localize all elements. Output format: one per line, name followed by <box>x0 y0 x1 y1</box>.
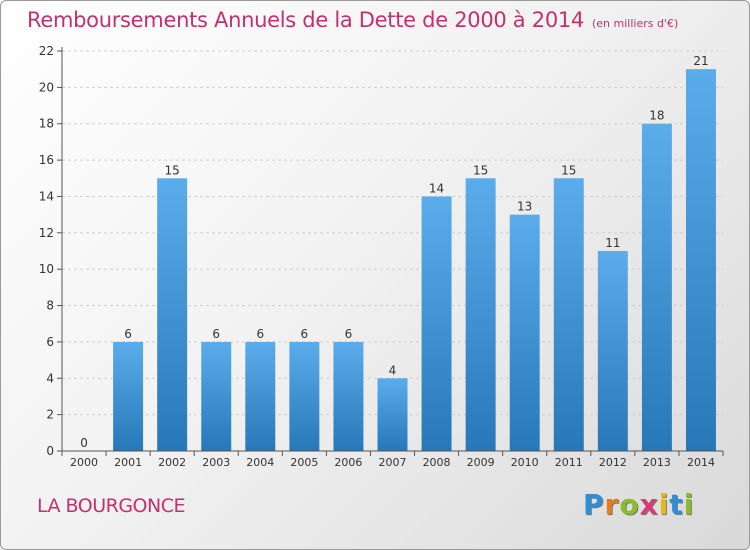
bar-2004 <box>245 341 276 451</box>
y-tick-label: 4 <box>46 371 54 385</box>
x-tick-label-2007: 2007 <box>379 456 407 469</box>
data-label-2009: 15 <box>473 163 488 177</box>
x-tick-label-2009: 2009 <box>467 456 495 469</box>
bar-2007 <box>377 378 408 451</box>
y-tick-label: 0 <box>46 444 54 458</box>
logo-letter: t <box>669 488 684 521</box>
x-tick-label-2005: 2005 <box>290 456 318 469</box>
data-label-2011: 15 <box>561 163 576 177</box>
x-axis-ticks: 2000 2001 2002 2003 2004 2005 2006 2007 2008 2009… <box>61 451 724 469</box>
data-label-2000: 0 <box>80 436 88 450</box>
data-label-2002: 15 <box>165 163 180 177</box>
proxiti-logo: Proxiti <box>583 488 693 526</box>
logo-letter: o <box>619 488 640 521</box>
x-tick-label-2006: 2006 <box>334 456 362 469</box>
data-label-2003: 6 <box>212 327 220 341</box>
y-tick-label: 18 <box>39 117 54 131</box>
data-label-2004: 6 <box>256 327 264 341</box>
y-tick-label: 2 <box>46 408 54 422</box>
y-tick-label: 14 <box>39 189 54 203</box>
y-tick-label: 22 <box>39 44 54 58</box>
x-tick-label-2003: 2003 <box>202 456 230 469</box>
data-label-2014: 21 <box>693 54 708 68</box>
data-label-2013: 18 <box>649 109 664 123</box>
bar-2012 <box>597 251 628 451</box>
data-label-2007: 4 <box>389 363 397 377</box>
y-tick-label: 6 <box>46 335 54 349</box>
y-tick-label: 10 <box>39 262 54 276</box>
data-label-2008: 14 <box>429 181 444 195</box>
data-label-2001: 6 <box>124 327 132 341</box>
data-label-2010: 13 <box>517 200 532 214</box>
logo-letter: P <box>583 488 605 521</box>
logo-letter: i <box>683 488 695 521</box>
data-label-2012: 11 <box>605 236 620 250</box>
bar-2005 <box>289 341 320 451</box>
bar-2013 <box>641 123 672 452</box>
chart-title: Remboursements Annuels de la Dette de 20… <box>27 8 678 32</box>
x-tick-label-2011: 2011 <box>555 456 583 469</box>
y-tick-label: 12 <box>39 226 54 240</box>
chart-subtitle: (en milliers d'€) <box>592 17 679 30</box>
x-tick-label-2000: 2000 <box>70 456 98 469</box>
chart-title-text: Remboursements Annuels de la Dette de 20… <box>27 8 584 32</box>
x-tick-label-2001: 2001 <box>114 456 142 469</box>
bar-2014 <box>685 69 716 451</box>
x-tick-label-2013: 2013 <box>643 456 671 469</box>
logo-letter: x <box>639 488 659 521</box>
bar-2011 <box>553 178 584 452</box>
bar-2009 <box>465 178 496 452</box>
bar-2008 <box>421 196 452 451</box>
x-tick-label-2008: 2008 <box>423 456 451 469</box>
data-label-2005: 6 <box>301 327 309 341</box>
data-label-2006: 6 <box>345 327 353 341</box>
y-tick-label: 16 <box>39 153 54 167</box>
bar-2001 <box>113 341 144 451</box>
x-tick-label-2004: 2004 <box>246 456 274 469</box>
x-tick-label-2014: 2014 <box>687 456 715 469</box>
logo-letter: r <box>604 488 620 521</box>
y-axis-ticks: 0 2 4 6 8 10 12 14 16 18 20 22 <box>39 44 62 458</box>
logo-letter: i <box>658 488 670 521</box>
axes <box>61 47 723 452</box>
bar-2010 <box>509 214 540 451</box>
x-tick-label-2010: 2010 <box>511 456 539 469</box>
x-tick-label-2012: 2012 <box>599 456 627 469</box>
bar-2006 <box>333 341 364 451</box>
x-tick-label-2002: 2002 <box>158 456 186 469</box>
commune-name: LA BOURGONCE <box>37 495 186 517</box>
y-tick-label: 20 <box>39 80 54 94</box>
y-tick-label: 8 <box>46 299 54 313</box>
bar-2003 <box>201 341 232 451</box>
bars: 0 6 15 6 6 6 6 4 14 15 13 15 11 18 21 <box>80 54 716 452</box>
bar-2002 <box>157 178 188 452</box>
